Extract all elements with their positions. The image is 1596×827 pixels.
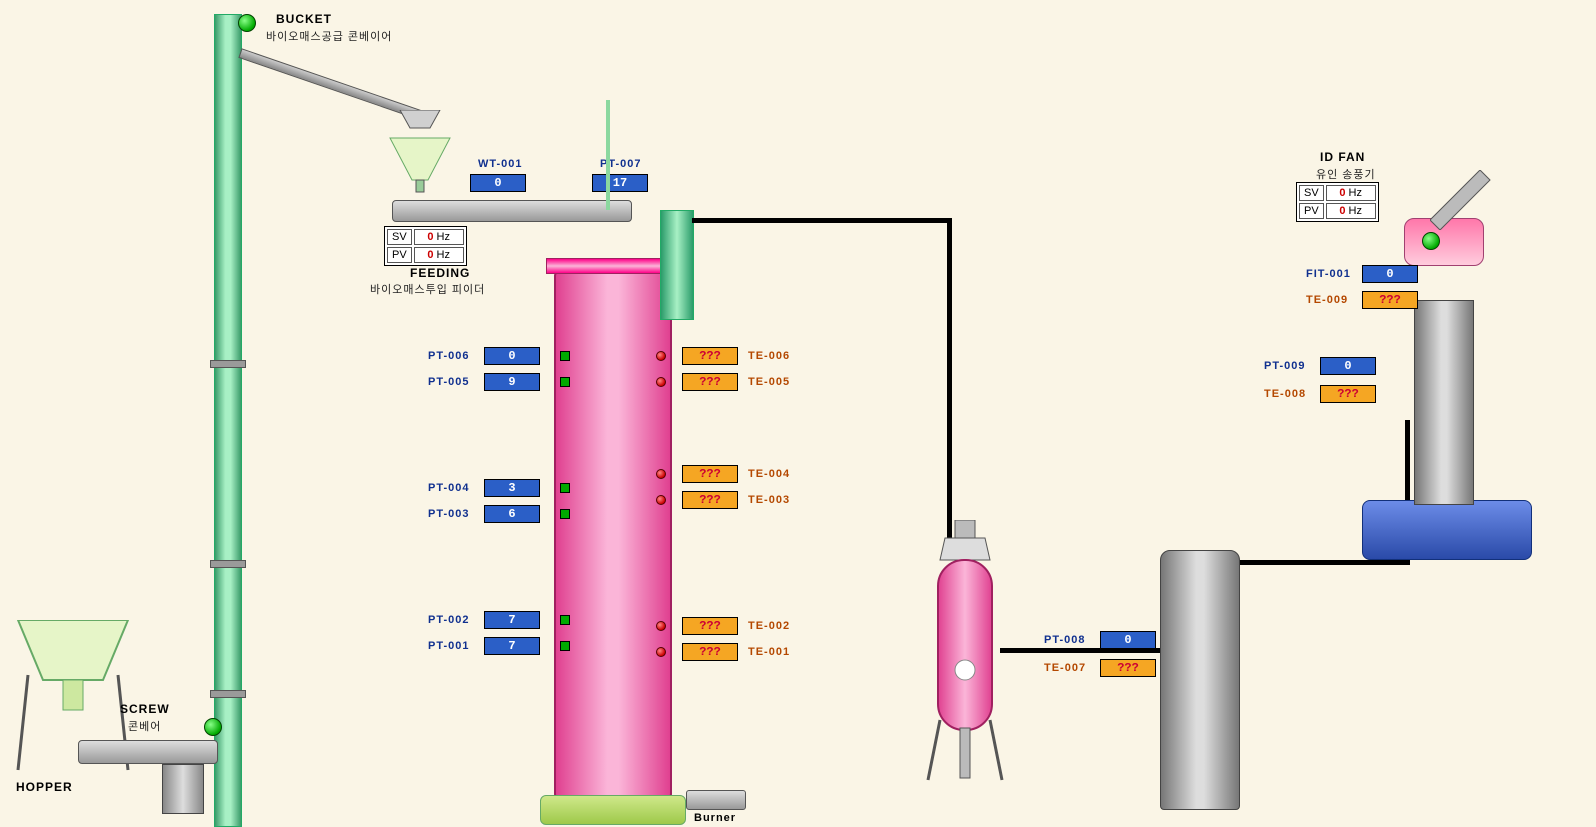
screw-conveyor — [78, 740, 218, 764]
pt-003-label: PT-003 — [428, 508, 469, 520]
te-003-label: TE-003 — [748, 494, 790, 506]
pt-006-label: PT-006 — [428, 350, 469, 362]
reactor-column — [554, 270, 672, 800]
pt-001-value[interactable]: 7 — [484, 637, 540, 655]
bucket-indicator — [238, 14, 256, 32]
idfan-indicator — [1422, 232, 1440, 250]
te-006-value[interactable]: ??? — [682, 347, 738, 365]
pt-009-label: PT-009 — [1264, 360, 1305, 372]
pt-009-value[interactable]: 0 — [1320, 357, 1376, 375]
pt-006-value[interactable]: 0 — [484, 347, 540, 365]
fit-001-label: FIT-001 — [1306, 268, 1351, 280]
te-003-value[interactable]: ??? — [682, 491, 738, 509]
bucket-sublabel: 바이오매스공급 콘베이어 — [266, 28, 392, 44]
feeding-sv-label: SV — [387, 229, 412, 245]
te-006-label: TE-006 — [748, 350, 790, 362]
bucket-label: BUCKET — [276, 12, 332, 26]
hopper-icon — [8, 620, 138, 790]
pt-005-label: PT-005 — [428, 376, 469, 388]
screw-label: SCREW — [120, 702, 170, 716]
bucket-conveyor — [214, 14, 242, 827]
grey-tank — [1160, 550, 1240, 810]
te-004-label: TE-004 — [748, 468, 790, 480]
feeding-label: FEEDING — [410, 266, 470, 280]
burner-icon — [686, 790, 746, 810]
fit-001-value[interactable]: 0 — [1362, 265, 1418, 283]
te-008-label: TE-008 — [1264, 388, 1306, 400]
pt-008-label: PT-008 — [1044, 634, 1085, 646]
screw-sublabel: 콘베어 — [128, 718, 161, 734]
te-007-label: TE-007 — [1044, 662, 1086, 674]
te-009-label: TE-009 — [1306, 294, 1348, 306]
idfan-sv-pv-table[interactable]: SV0 Hz PV0 Hz — [1296, 182, 1379, 222]
small-hopper-icon — [380, 110, 460, 200]
te-009-value[interactable]: ??? — [1362, 291, 1418, 309]
pt-002-value[interactable]: 7 — [484, 611, 540, 629]
pt-004-value[interactable]: 3 — [484, 479, 540, 497]
feeding-pv-label: PV — [387, 247, 412, 263]
idfan-label: ID FAN — [1320, 150, 1365, 164]
pt-007-value[interactable]: 17 — [592, 174, 648, 192]
te-007-value[interactable]: ??? — [1100, 659, 1156, 677]
te-005-value[interactable]: ??? — [682, 373, 738, 391]
screw-indicator — [204, 718, 222, 736]
te-008-value[interactable]: ??? — [1320, 385, 1376, 403]
idfan-sublabel: 유인 송풍기 — [1316, 166, 1376, 182]
te-001-label: TE-001 — [748, 646, 790, 658]
burner-label: Burner — [694, 812, 736, 824]
te-002-value[interactable]: ??? — [682, 617, 738, 635]
idfan-sv-label: SV — [1299, 185, 1324, 201]
te-005-label: TE-005 — [748, 376, 790, 388]
feeding-sublabel: 바이오매스투입 피이더 — [370, 281, 485, 297]
hopper-label: HOPPER — [16, 780, 73, 794]
wt-001-label: WT-001 — [478, 158, 523, 170]
idfan-pv-label: PV — [1299, 203, 1324, 219]
pt-005-value[interactable]: 9 — [484, 373, 540, 391]
pt-002-label: PT-002 — [428, 614, 469, 626]
te-004-value[interactable]: ??? — [682, 465, 738, 483]
pt-003-value[interactable]: 6 — [484, 505, 540, 523]
te-001-value[interactable]: ??? — [682, 643, 738, 661]
cyclone-vessel — [920, 520, 1010, 810]
fan-base — [1362, 500, 1532, 560]
te-002-label: TE-002 — [748, 620, 790, 632]
pt-004-label: PT-004 — [428, 482, 469, 494]
pt-008-value[interactable]: 0 — [1100, 631, 1156, 649]
feeding-sv-pv-table[interactable]: SV0 Hz PV0 Hz — [384, 226, 467, 266]
wt-001-value[interactable]: 0 — [470, 174, 526, 192]
pt-001-label: PT-001 — [428, 640, 469, 652]
